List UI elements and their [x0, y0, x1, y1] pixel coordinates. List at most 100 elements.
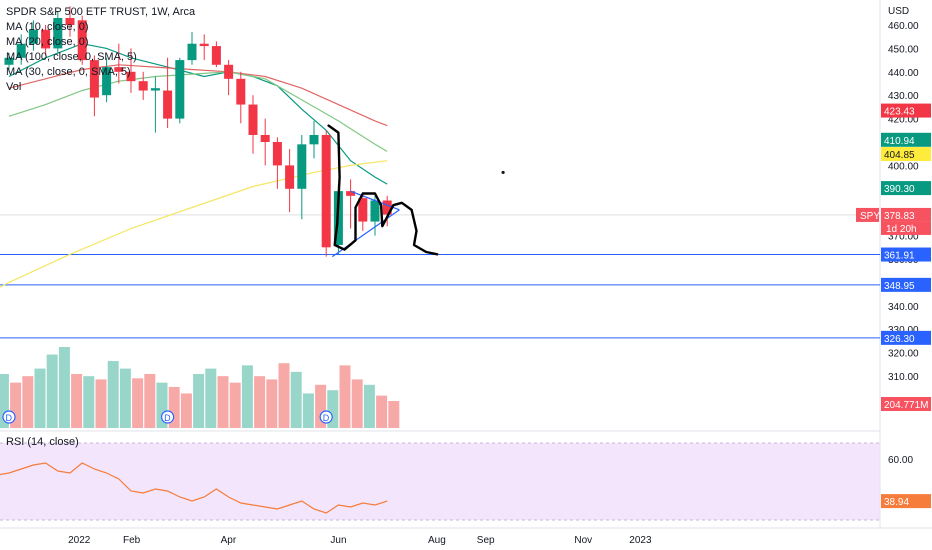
volume-badge-bg [881, 397, 931, 411]
legend-ma30[interactable]: MA (30, close, 0, SMA, 5) [6, 66, 131, 78]
volume-bar [107, 361, 119, 428]
price-badge: 423.43 [884, 107, 915, 118]
price-line-badge-bg [881, 247, 931, 262]
volume-bar [46, 354, 58, 428]
volume-bar [144, 374, 156, 428]
volume-bar [388, 401, 400, 428]
symbol-tag: SPY [860, 211, 880, 222]
price-badge-bg [881, 207, 931, 222]
volume-bar [205, 368, 217, 428]
ma-line [8, 64, 388, 127]
legend-ma10[interactable]: MA (10, close, 0) [6, 21, 89, 33]
price-line-badge-bg [881, 277, 931, 292]
rsi-badge: 38.94 [884, 497, 909, 508]
candle-body [346, 191, 356, 196]
price-badge-bg [881, 132, 931, 147]
rsi-badge-bg [881, 494, 931, 509]
candle-body [4, 57, 14, 65]
price-line-badge: 361.91 [884, 251, 915, 262]
time-axis-label: Sep [477, 535, 495, 546]
candle-body [16, 43, 26, 58]
candle-body [321, 134, 331, 248]
volume-bar [10, 382, 22, 428]
time-axis-label: Apr [221, 535, 237, 546]
candle-body [41, 29, 51, 49]
price-line-badge-bg [881, 330, 931, 345]
candle-body [248, 104, 258, 135]
chart-title: SPDR S&P 500 ETF TRUST, 1W, Arca [6, 6, 196, 18]
time-axis-label: Feb [123, 535, 141, 546]
candle-body [89, 60, 99, 98]
candle-body [297, 144, 307, 189]
legend-ma100[interactable]: MA (100, close, 0, SMA, 5) [6, 51, 137, 63]
candle-body [53, 17, 63, 49]
price-tick-label: 450.00 [888, 44, 919, 55]
dividend-label: D [164, 413, 171, 423]
price-line-badge: 348.95 [884, 281, 915, 292]
hand-drawn-pattern [327, 124, 439, 256]
candle-body [102, 67, 112, 96]
volume-bar [376, 395, 388, 428]
price-line-badge: 326.30 [884, 334, 915, 345]
legend-vol[interactable]: Vol [6, 81, 22, 93]
price-badge: 390.30 [884, 184, 915, 195]
time-axis-label: Jun [330, 535, 346, 546]
price-badge-bg [881, 181, 931, 196]
time-axis-label: Aug [428, 535, 446, 546]
volume-bar [0, 374, 9, 428]
ma-line [8, 71, 388, 152]
rsi-line [0, 462, 388, 514]
price-tick-label: 420.00 [888, 115, 919, 126]
volume-bar [83, 376, 95, 428]
rsi-title: RSI (14, close) [6, 436, 79, 448]
symbol-tag-bg [856, 207, 879, 222]
volume-badge: 204.771M [884, 400, 928, 411]
currency-label: USD [888, 6, 909, 17]
price-tick-label: 310.00 [888, 372, 919, 383]
price-tick-label: 430.00 [888, 91, 919, 102]
candle-body [77, 20, 87, 61]
price-badge: 410.94 [884, 136, 915, 147]
volume-bar [315, 384, 327, 428]
price-tick-label: 330.00 [888, 325, 919, 336]
volume-bar [363, 384, 375, 428]
volume-bar [217, 376, 229, 428]
rsi-60-label: 60.00 [888, 455, 913, 466]
volume-bar [327, 390, 339, 428]
candle-body [199, 43, 209, 47]
price-tick-label: 320.00 [888, 349, 919, 360]
volume-bar [71, 374, 83, 428]
volume-bar [193, 374, 205, 428]
annotation-dot [501, 170, 505, 175]
volume-bar [180, 393, 192, 428]
countdown-bg [881, 221, 931, 235]
price-badge-bg [881, 147, 931, 162]
candle-body [224, 64, 234, 79]
candle-body [138, 81, 148, 91]
volume-bar [58, 347, 70, 428]
rsi-band [0, 443, 880, 520]
candle-body [236, 78, 246, 105]
dividend-marker [161, 410, 175, 424]
dividend-label: D [323, 413, 330, 423]
candle-body [187, 43, 197, 61]
volume-bar [95, 379, 107, 428]
price-badge: 404.85 [884, 150, 915, 161]
volume-bar [168, 386, 180, 428]
legend-ma20[interactable]: MA (20, close, 0) [6, 36, 89, 48]
volume-bar [34, 368, 46, 428]
candle-body [370, 200, 380, 222]
volume-bar [351, 379, 363, 428]
dividend-marker [319, 410, 333, 424]
price-badge: 378.83 [884, 211, 915, 222]
candle-body [114, 67, 124, 72]
volume-bar [229, 382, 241, 428]
volume-bar [119, 368, 131, 428]
time-axis-label: Nov [574, 535, 592, 546]
volume-bar [302, 393, 314, 428]
candle-body [260, 134, 270, 142]
candle-body [309, 134, 319, 145]
candle-body [28, 29, 38, 44]
candle-body [272, 142, 282, 166]
